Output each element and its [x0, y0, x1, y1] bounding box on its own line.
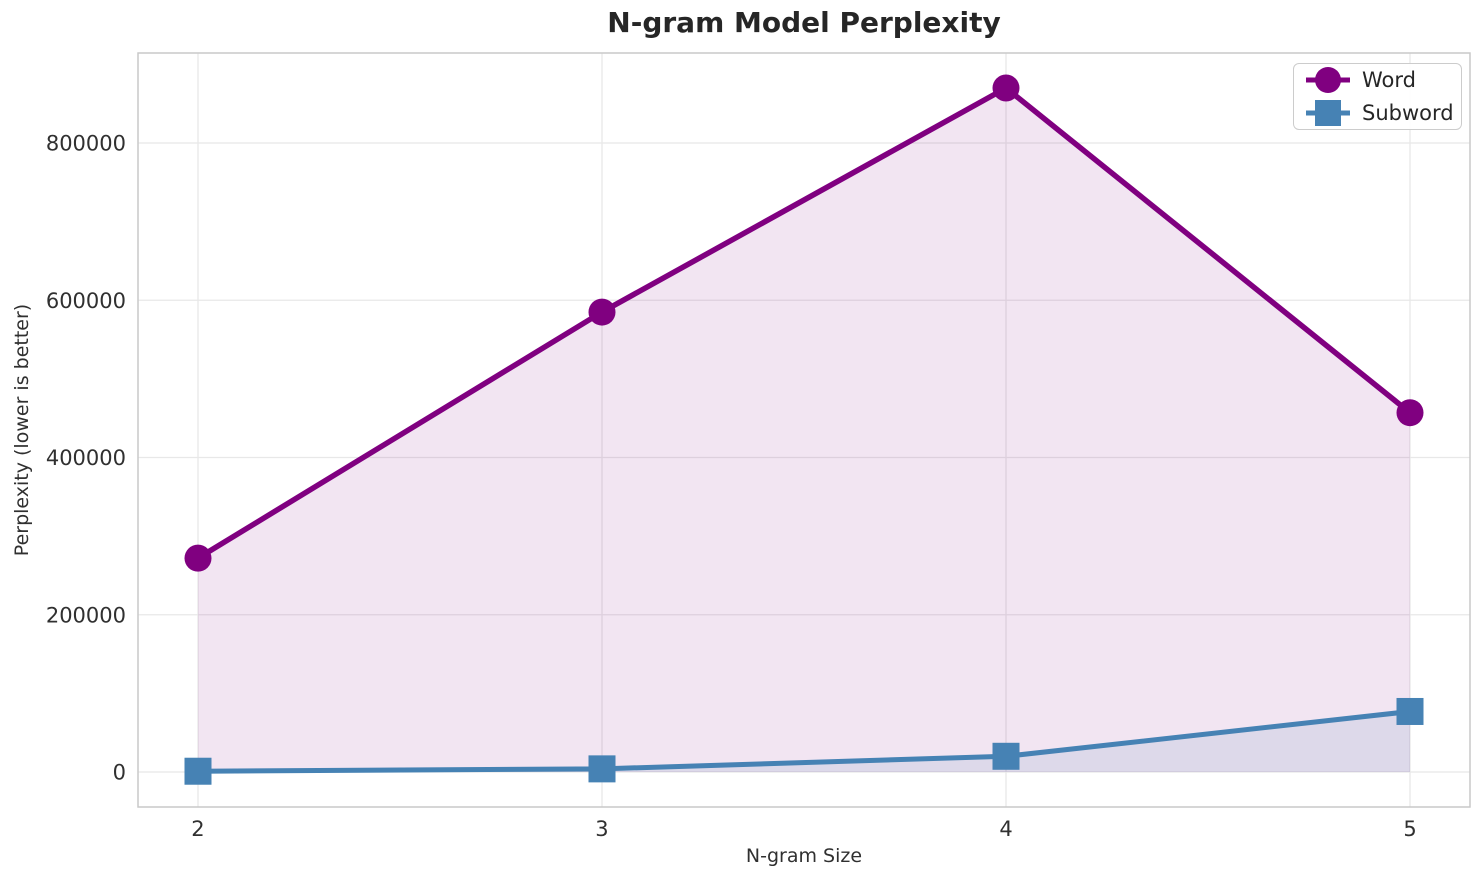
- legend-label-subword: Subword: [1362, 100, 1454, 125]
- data-point-subword-2: [184, 757, 212, 785]
- data-point-word-4: [992, 74, 1020, 102]
- x-axis-label: N-gram Size: [745, 845, 863, 867]
- data-point-word-5: [1396, 399, 1424, 427]
- y-tick-label: 0: [113, 761, 126, 785]
- subword-series-line-marker-icon: [1306, 100, 1350, 126]
- legend-label-word: Word: [1362, 67, 1416, 92]
- plot-border: [137, 52, 1471, 808]
- legend: Word Subword: [1293, 63, 1462, 130]
- data-point-subword-3: [588, 755, 616, 783]
- series-fill-word: [197, 87, 1411, 773]
- data-point-word-2: [184, 544, 212, 572]
- series-line-word: [195, 85, 1413, 561]
- series-fill-subword: [197, 711, 1411, 773]
- y-tick-label: 200000: [46, 603, 126, 627]
- series-line-subword: [195, 708, 1413, 774]
- legend-item-subword: Subword: [1304, 99, 1454, 128]
- data-point-word-3: [588, 298, 616, 326]
- y-tick-label: 600000: [46, 289, 126, 313]
- x-tick-label: 4: [999, 817, 1012, 841]
- x-tick-label: 3: [595, 817, 608, 841]
- y-tick-label: 800000: [46, 132, 126, 156]
- x-tick-label: 5: [1403, 817, 1416, 841]
- chart-title: N-gram Model Perplexity: [607, 6, 1001, 39]
- x-tick-label: 2: [191, 817, 204, 841]
- legend-item-word: Word: [1304, 66, 1451, 95]
- y-tick-label: 400000: [46, 446, 126, 470]
- data-point-subword-4: [992, 742, 1020, 770]
- word-series-line-marker-icon: [1306, 67, 1350, 93]
- data-point-subword-5: [1396, 697, 1424, 725]
